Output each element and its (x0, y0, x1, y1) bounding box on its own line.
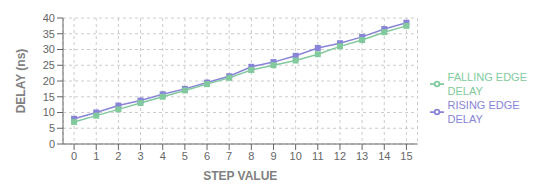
svg-text:30: 30 (43, 43, 55, 55)
svg-text:DELAY (ns): DELAY (ns) (14, 49, 28, 114)
svg-text:9: 9 (270, 150, 276, 162)
svg-text:11: 11 (312, 150, 323, 162)
svg-text:13: 13 (356, 150, 368, 162)
svg-text:8: 8 (248, 150, 254, 162)
svg-text:STEP VALUE: STEP VALUE (203, 169, 277, 183)
svg-text:10: 10 (43, 106, 55, 118)
svg-text:0: 0 (49, 138, 55, 150)
svg-text:15: 15 (400, 150, 412, 162)
svg-text:40: 40 (43, 12, 55, 24)
svg-text:6: 6 (204, 150, 210, 162)
svg-text:0: 0 (71, 150, 77, 162)
svg-text:1: 1 (93, 150, 99, 162)
svg-text:5: 5 (49, 122, 55, 134)
svg-text:35: 35 (43, 28, 55, 40)
svg-text:5: 5 (182, 150, 188, 162)
svg-text:20: 20 (43, 75, 55, 87)
svg-text:4: 4 (160, 150, 166, 162)
svg-text:15: 15 (43, 91, 55, 103)
svg-text:25: 25 (43, 59, 55, 71)
html-text:FALLING EDGE DELAY: FALLING EDGE DELAY (447, 70, 527, 97)
svg-text:3: 3 (137, 150, 143, 162)
svg-text:2: 2 (115, 150, 121, 162)
svg-text:7: 7 (226, 150, 232, 162)
svg-text:10: 10 (290, 150, 302, 162)
html-text:RISING EDGE DELAY: RISING EDGE DELAY (447, 98, 520, 125)
svg-text:12: 12 (334, 150, 346, 162)
svg-text:14: 14 (378, 150, 390, 162)
